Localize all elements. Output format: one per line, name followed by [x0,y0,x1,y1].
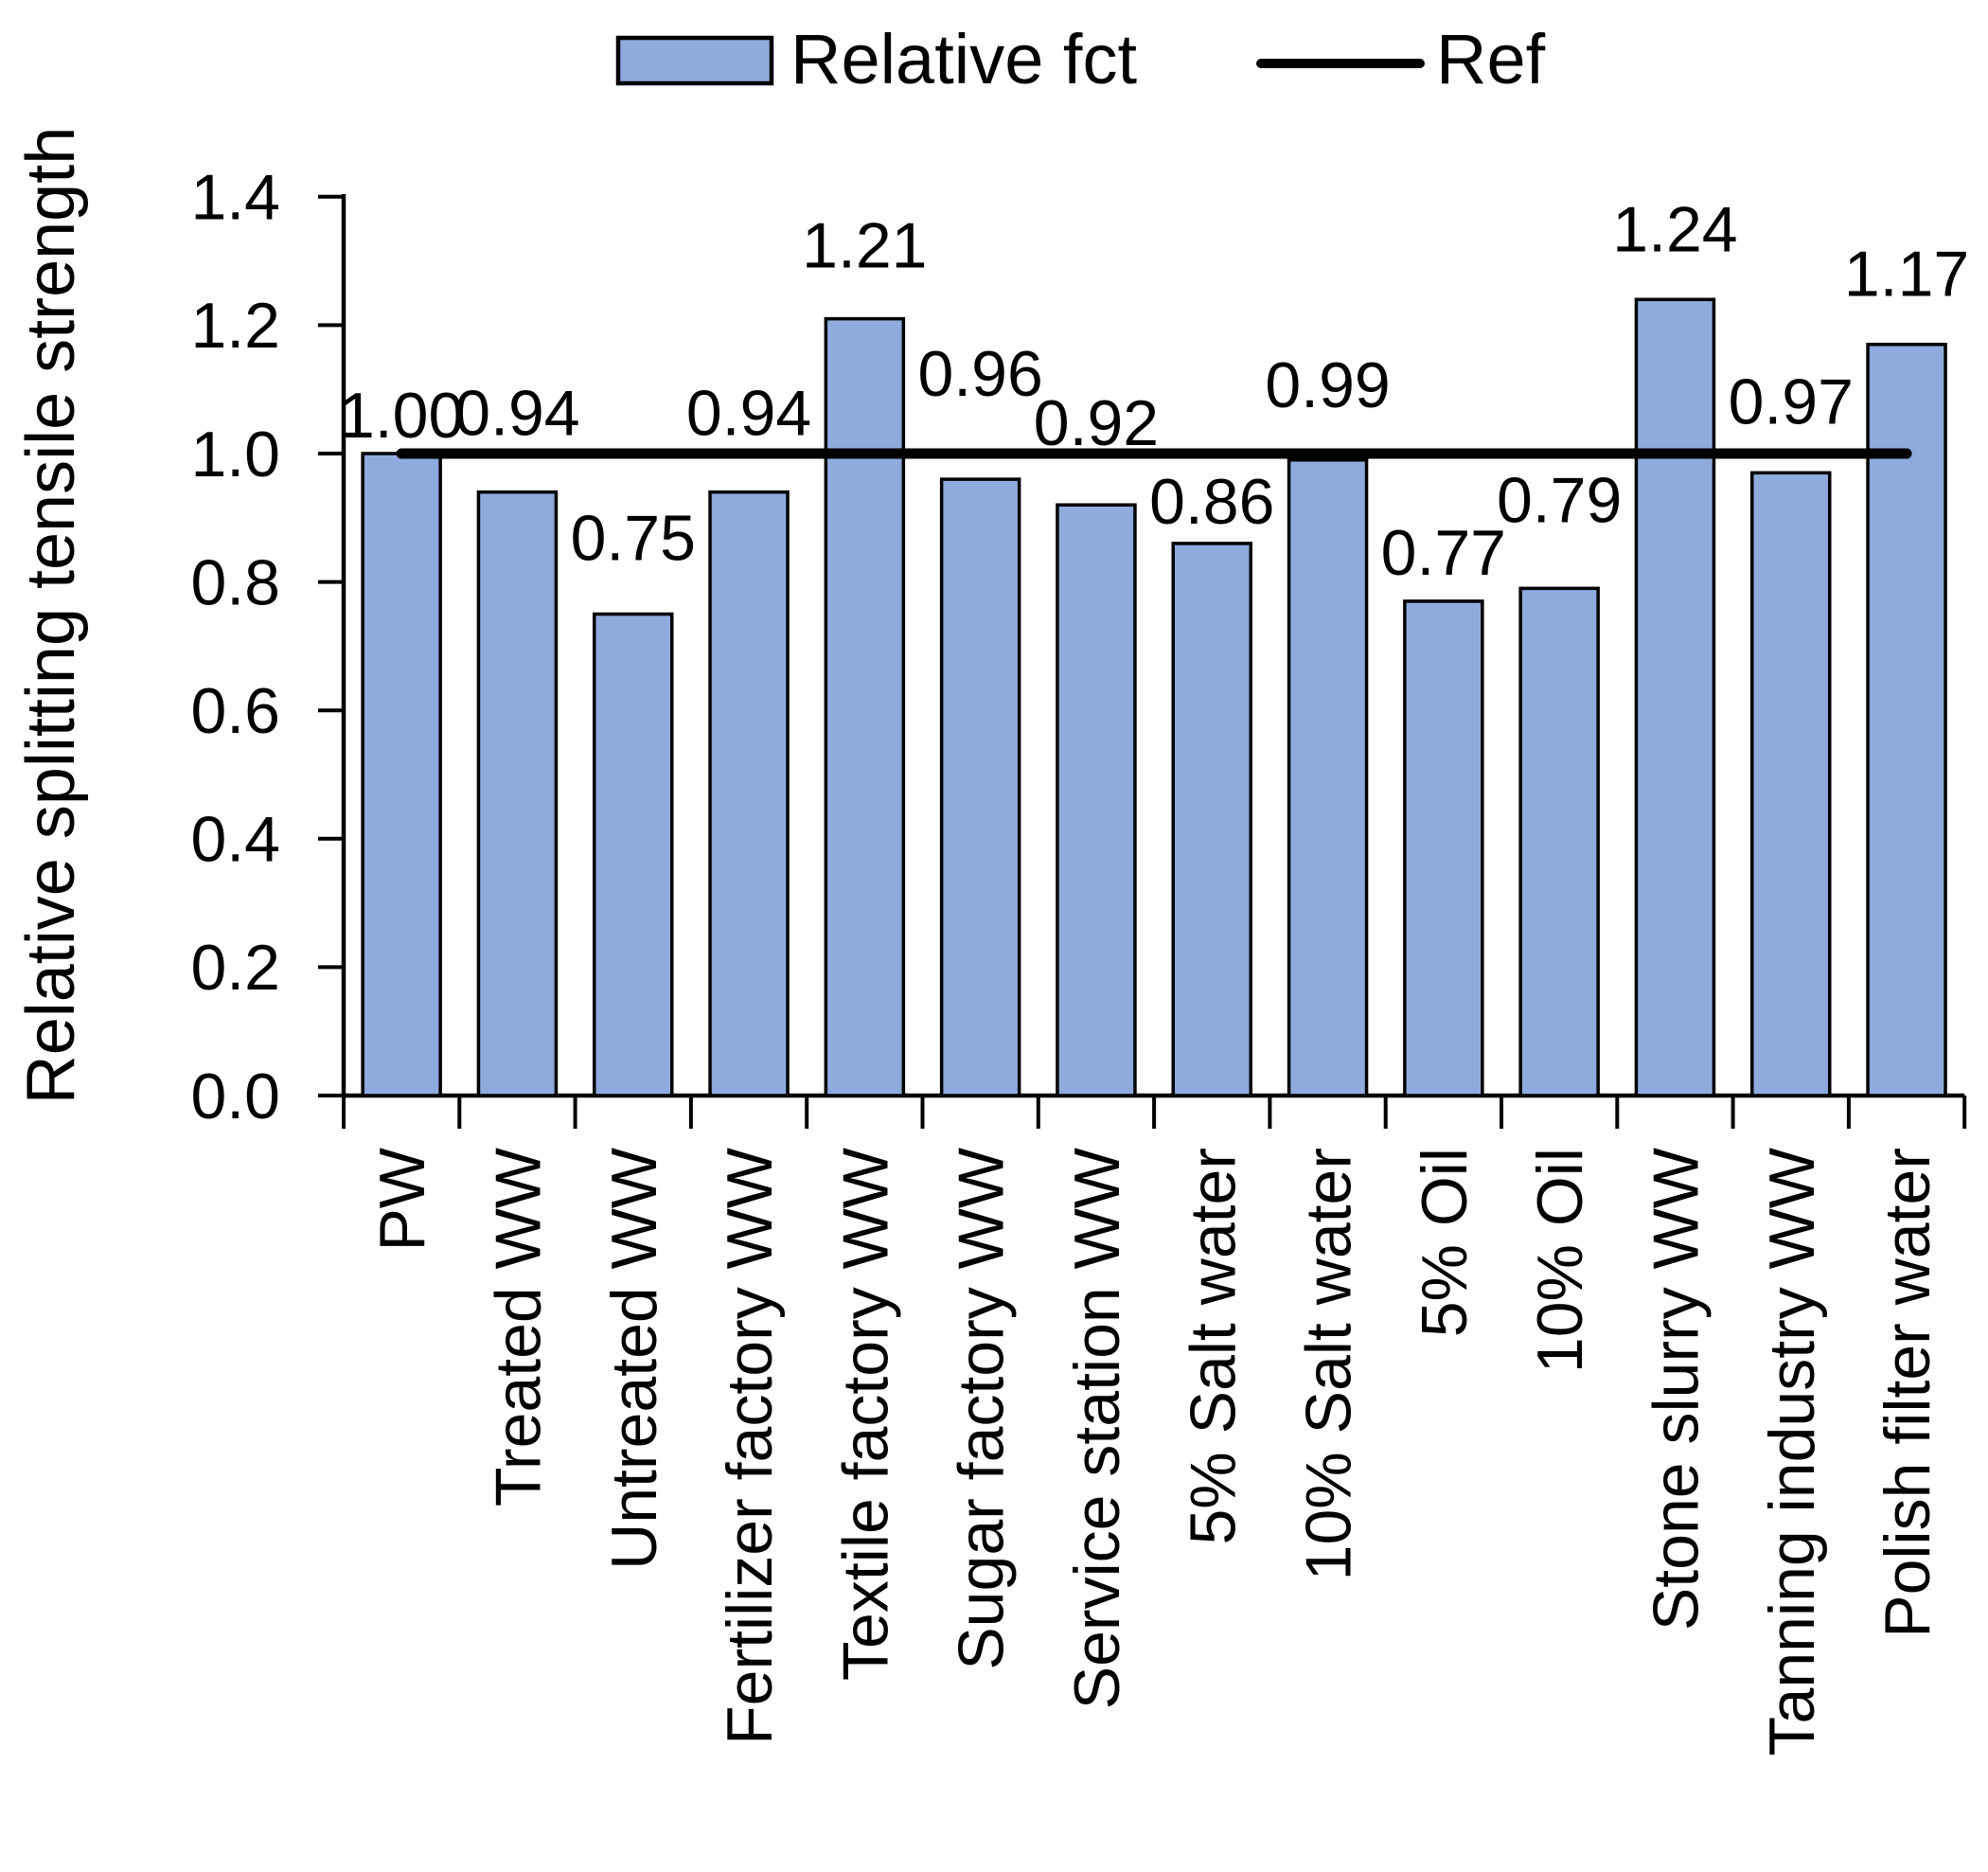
bar-7 [1171,542,1252,1097]
x-category-label-11: Stone slurry WW [1640,1148,1712,1631]
bar-3 [708,490,790,1097]
value-label-5: 0.96 [917,338,1042,410]
x-axis [342,1093,1967,1129]
x-category-label-13: Polish filter water [1872,1148,1944,1638]
y-tick-label: 0.6 [190,675,280,747]
y-axis-title: Relative splitting tensile strength [13,127,89,1105]
x-category-label-12: Tanning industry WW [1756,1148,1828,1756]
y-tick-label: 0.2 [190,932,280,1004]
value-label-7: 0.86 [1149,466,1274,538]
bar-6 [1056,503,1137,1097]
bar-4 [824,316,906,1097]
x-category-label-3: Fertilizer factory WW [714,1148,786,1745]
y-tick-label: 0.8 [190,546,280,618]
x-category-labels: PW Treated WW Untreated WW Fertilizer facto… [366,1148,1944,1756]
bar-12 [1750,471,1832,1097]
y-tick-label: 0.4 [190,804,280,876]
bar-10 [1518,586,1600,1097]
value-label-12: 0.97 [1729,365,1854,437]
legend-ref-label: Ref [1436,20,1546,98]
value-label-4: 1.21 [802,210,927,282]
y-axis: 0.0 0.2 0.4 0.6 0.8 1.0 1.2 1.4 [190,162,346,1132]
value-label-9: 0.77 [1381,517,1506,589]
bar-13 [1866,342,1947,1097]
y-tick-label: 1.2 [190,290,280,362]
bar-1 [476,490,559,1097]
legend: Relative fct Ref [615,20,1546,98]
value-label-3: 0.94 [686,378,811,450]
x-category-label-6: Service station WW [1061,1148,1133,1709]
y-tick-label: 1.4 [190,162,280,234]
legend-bar-label: Relative fct [790,20,1137,98]
x-category-label-7: 5% Salt water [1177,1148,1249,1545]
bar-2 [593,612,674,1097]
y-tick-label: 0.0 [190,1061,280,1132]
value-label-13: 1.17 [1844,239,1969,311]
x-category-label-2: Untreated WW [598,1148,670,1570]
x-category-label-1: Treated WW [482,1148,554,1507]
legend-bar-swatch [615,35,774,86]
value-label-1: 0.94 [454,378,579,450]
value-labels: 1.000.940.750.941.210.960.920.860.990.77… [339,193,1969,589]
x-category-label-5: Sugar factory WW [946,1148,1018,1670]
bar-5 [939,477,1021,1097]
x-category-label-10: 10% Oil [1524,1148,1596,1373]
y-tick-label: 1.0 [190,419,280,490]
value-label-10: 0.79 [1497,464,1622,536]
bar-11 [1634,297,1716,1097]
x-category-label-8: 10% Salt water [1293,1148,1365,1580]
bars [361,297,1947,1097]
value-label-0: 1.00 [339,380,464,452]
value-label-6: 0.92 [1034,387,1159,459]
x-category-label-0: PW [366,1148,438,1252]
value-label-2: 0.75 [571,503,696,575]
x-category-label-9: 5% Oil [1409,1148,1481,1337]
bar-8 [1287,458,1369,1097]
value-label-11: 1.24 [1612,193,1737,265]
value-label-8: 0.99 [1265,349,1390,421]
bar-0 [361,452,442,1097]
x-category-label-4: Textile factory WW [829,1148,901,1681]
bar-9 [1403,599,1484,1097]
